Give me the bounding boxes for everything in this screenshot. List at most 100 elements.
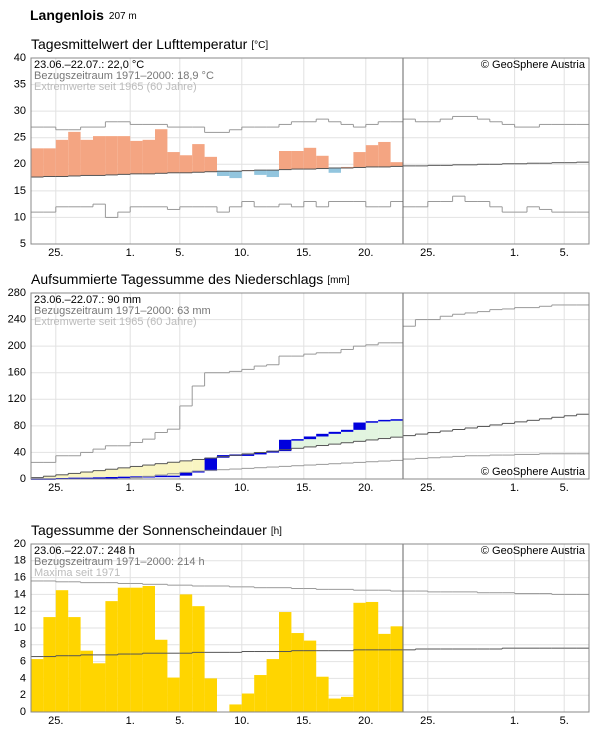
anomaly-bar — [130, 140, 143, 174]
bar — [68, 617, 81, 712]
bar — [229, 704, 242, 712]
y-tick-label: 0 — [20, 706, 26, 718]
annotation: Maxima seit 1971 — [34, 567, 120, 579]
bar — [266, 659, 279, 712]
anomaly-bar — [31, 148, 44, 178]
x-tick-label: 5. — [175, 715, 184, 727]
daily-increase — [328, 431, 341, 434]
daily-increase — [291, 439, 304, 441]
bar — [378, 633, 391, 712]
station: Langenlois — [30, 7, 104, 23]
bar — [55, 590, 69, 712]
x-tick-label: 25. — [420, 715, 435, 727]
anomaly-bar — [303, 147, 317, 170]
daily-increase — [316, 433, 329, 437]
difference-area — [80, 472, 93, 478]
daily-increase — [130, 476, 143, 478]
anomaly-bar — [68, 131, 81, 176]
anomaly-bar — [390, 162, 403, 167]
elevation: 207 m — [109, 11, 137, 22]
x-tick-label: 1. — [510, 715, 519, 727]
chart-title: Aufsummierte Tagessumme des Niederschlag… — [31, 271, 350, 287]
annotation: Bezugszeitraum 1971–2000: 63 mm — [34, 305, 211, 317]
x-tick-label: 5. — [175, 482, 184, 494]
daily-increase — [105, 477, 118, 479]
anomaly-bar — [55, 139, 69, 177]
bar — [341, 696, 354, 712]
anomaly-bar — [43, 148, 56, 177]
chart: Tagesmittelwert der Lufttemperatur [°C] 5 1… — [14, 36, 590, 259]
daily-increase — [241, 454, 255, 456]
daily-increase — [93, 477, 106, 479]
bar — [93, 663, 106, 712]
daily-increase — [378, 419, 391, 422]
bar — [80, 650, 93, 712]
difference-area — [117, 467, 131, 477]
y-tick-label: 6 — [20, 656, 26, 668]
annotation: Extremwerte seit 1965 (60 Jahre) — [34, 81, 197, 93]
bar — [105, 601, 118, 712]
bar — [365, 601, 379, 712]
x-tick-label: 5. — [560, 482, 569, 494]
y-tick-label: 200 — [8, 340, 26, 352]
anomaly-bar — [80, 139, 93, 176]
x-tick-label: 25. — [48, 247, 63, 259]
x-tick-label: 25. — [48, 715, 63, 727]
daily-increase — [117, 476, 131, 479]
anomaly-bar — [378, 141, 391, 167]
x-tick-label: 15. — [296, 715, 311, 727]
x-tick-label: 15. — [296, 482, 311, 494]
anomaly-bar — [328, 168, 341, 173]
anomaly-bar — [316, 155, 329, 169]
anomaly-bar — [192, 144, 205, 173]
y-tick-label: 4 — [20, 672, 26, 684]
unit: [h] — [271, 526, 282, 537]
title: Aufsummierte Tagessumme des Niederschlag… — [31, 271, 323, 287]
anomaly-bar — [341, 166, 354, 169]
difference-area — [43, 476, 56, 479]
bar — [353, 602, 366, 712]
difference-area — [142, 465, 155, 477]
daily-increase — [365, 421, 379, 423]
anomaly-bar — [229, 171, 242, 179]
anomaly-bar — [142, 139, 155, 174]
bar — [279, 612, 292, 712]
y-tick-label: 18 — [14, 555, 26, 567]
y-tick-label: 12 — [14, 605, 26, 617]
unit: [mm] — [327, 275, 349, 286]
anomaly-bar — [266, 170, 279, 178]
x-tick-label: 10. — [234, 247, 249, 259]
bar — [31, 659, 44, 712]
difference-area — [55, 474, 69, 479]
y-tick-label: 14 — [14, 588, 26, 600]
y-tick-label: 25 — [14, 132, 26, 144]
header: Langenlois 207 m — [30, 7, 137, 23]
bar — [328, 698, 341, 712]
daily-increase — [254, 452, 267, 455]
difference-area — [303, 436, 317, 447]
y-tick-label: 35 — [14, 78, 26, 90]
daily-increase — [303, 436, 317, 440]
difference-area — [130, 466, 143, 477]
bar — [155, 639, 168, 712]
annotation: 23.06.–22.07.: 22,0 °C — [34, 59, 144, 71]
difference-area — [390, 419, 403, 438]
x-tick-label: 5. — [175, 247, 184, 259]
y-tick-label: 30 — [14, 105, 26, 117]
daily-increase — [192, 471, 205, 473]
daily-increase — [68, 477, 81, 480]
x-tick-label: 1. — [510, 247, 519, 259]
bar — [291, 633, 304, 712]
annotation: 23.06.–22.07.: 248 h — [34, 545, 135, 557]
annotation: 23.06.–22.07.: 90 mm — [34, 294, 141, 306]
unit: [°C] — [251, 40, 268, 51]
plot-frame — [30, 57, 590, 245]
x-tick-label: 1. — [126, 715, 135, 727]
annotation: Bezugszeitraum 1971–2000: 214 h — [34, 556, 205, 568]
credit: © GeoSphere Austria — [481, 545, 586, 557]
plot-frame — [30, 543, 590, 713]
chart-title: Tagessumme der Sonnenscheindauer [h] — [31, 522, 282, 538]
chart: Tagessumme der Sonnenscheindauer [h] 0 2 4 6 8… — [14, 522, 590, 727]
bar — [192, 606, 205, 712]
